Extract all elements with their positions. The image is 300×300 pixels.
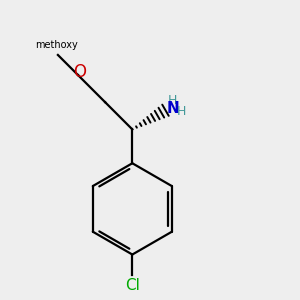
Text: H: H <box>176 105 186 118</box>
Text: H: H <box>168 94 178 107</box>
Text: O: O <box>73 63 86 81</box>
Text: methoxy: methoxy <box>35 40 78 50</box>
Text: N: N <box>167 101 179 116</box>
Text: Cl: Cl <box>125 278 140 293</box>
